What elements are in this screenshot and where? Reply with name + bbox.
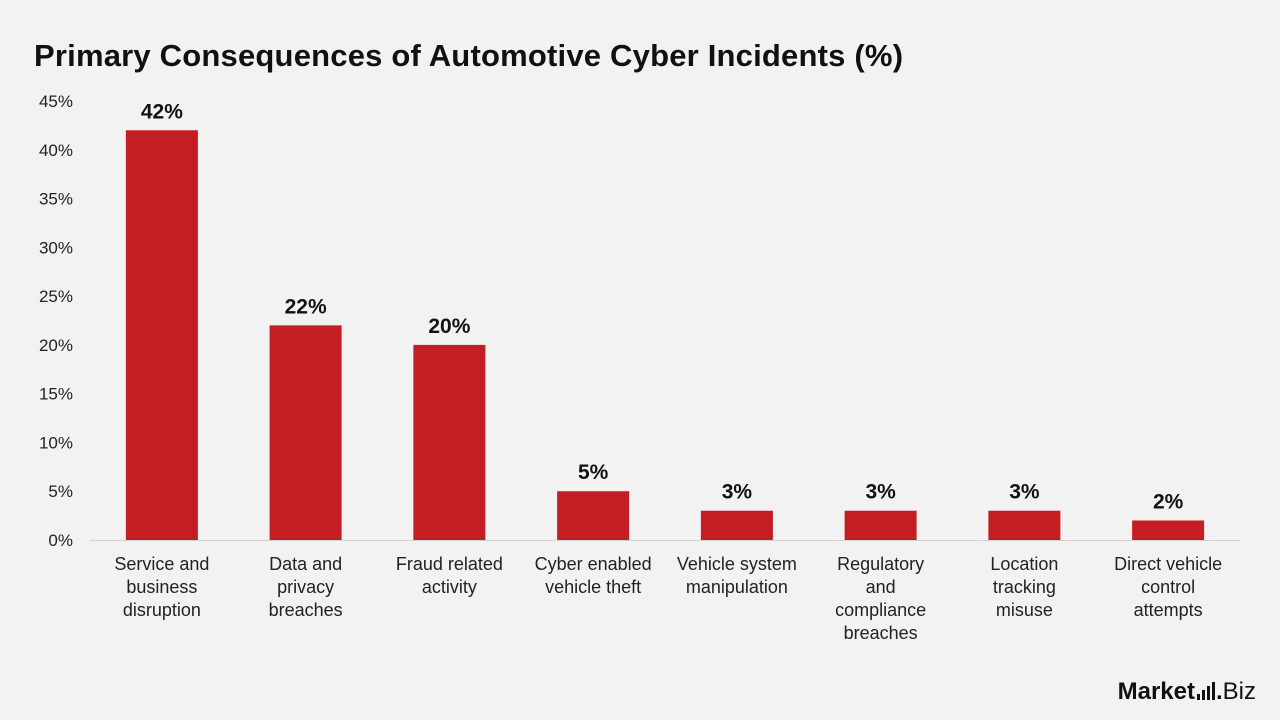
logo-dot-text: . [1215,678,1223,705]
x-tick-label: Direct vehicle control attempts [1114,554,1222,620]
x-tick-label: Service and business disruption [114,554,209,620]
data-label: 3% [865,481,896,504]
y-tick-label: 5% [48,482,73,501]
bar [557,491,630,540]
logo-market-text: Market [1117,678,1195,705]
y-tick-label: 25% [39,287,73,306]
data-label: 2% [1153,490,1184,513]
logo-bars-icon [1196,682,1215,700]
y-tick-label: 0% [48,531,73,550]
x-tick-label: Data and privacy breaches [269,554,343,620]
bar [125,130,198,540]
data-label: 3% [722,481,753,504]
x-tick-label: Location tracking misuse [990,554,1058,620]
bar [700,510,773,540]
y-tick-label: 30% [39,238,73,257]
bar [988,510,1061,540]
y-tick-label: 35% [39,190,73,209]
x-tick-label: Cyber enabled vehicle theft [535,554,652,597]
chart-title: Primary Consequences of Automotive Cyber… [34,38,904,73]
bar [413,344,486,540]
data-label: 42% [141,100,183,123]
data-label: 5% [578,461,609,484]
bar [269,325,342,540]
data-label: 22% [285,295,327,318]
y-tick-label: 15% [39,385,73,404]
x-tick-label: Fraud related activity [396,554,503,597]
y-tick-label: 40% [39,141,73,160]
y-tick-label: 20% [39,336,73,355]
brand-logo: Market . Biz [1118,678,1256,706]
logo-biz-text: Biz [1222,678,1256,705]
x-tick-label: Regulatory and compliance breaches [835,554,926,643]
bar [1132,520,1205,540]
data-label: 3% [1009,481,1040,504]
data-label: 20% [428,315,470,338]
y-tick-label: 45% [39,92,73,111]
bar [844,510,917,540]
y-tick-label: 10% [39,433,73,452]
x-tick-label: Vehicle system manipulation [677,554,797,597]
